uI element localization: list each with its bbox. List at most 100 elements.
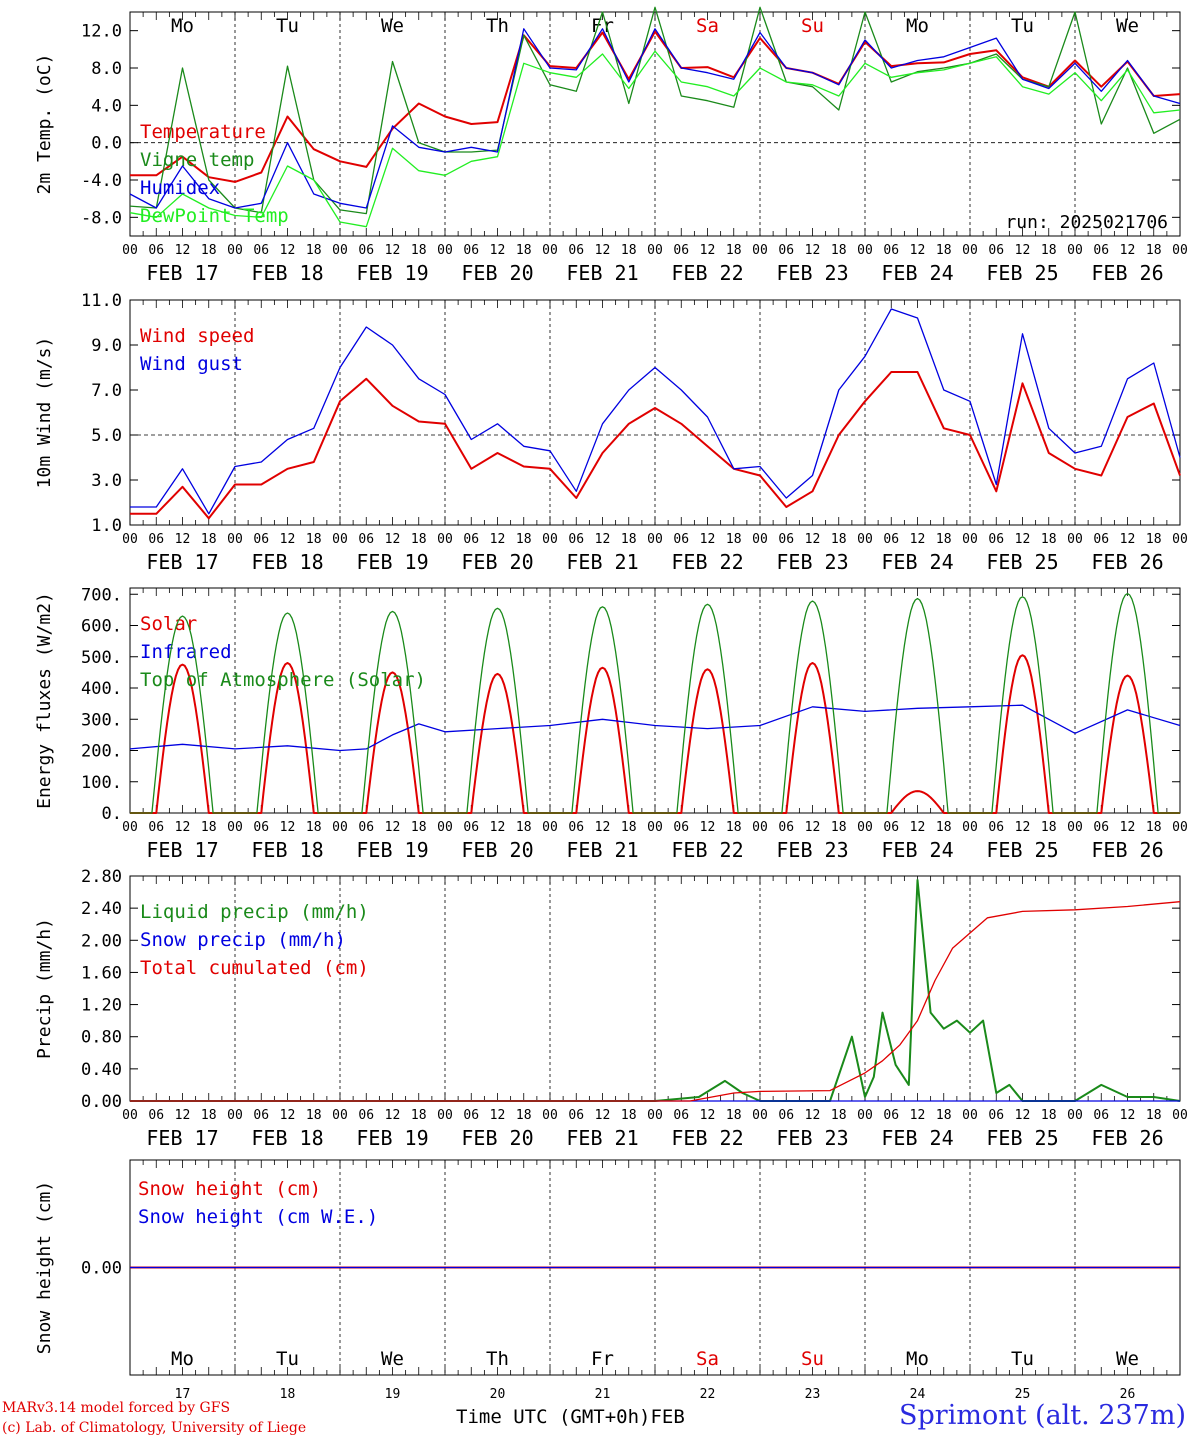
- hour-tick-label: 00: [437, 1108, 453, 1123]
- day-number-label: 22: [700, 1387, 716, 1402]
- day-label: FEB 26: [1091, 838, 1163, 862]
- hour-tick-label: 18: [1041, 1108, 1057, 1123]
- legend-entry: Liquid precip (mm/h): [140, 901, 369, 923]
- y-tick-label: 100.: [81, 773, 122, 793]
- day-label: FEB 23: [776, 550, 848, 574]
- hour-tick-label: 00: [647, 1108, 663, 1123]
- hour-tick-label: 18: [1146, 243, 1162, 258]
- day-label: FEB 26: [1091, 1126, 1163, 1150]
- y-tick-label: 8.0: [91, 59, 122, 79]
- day-number-label: 17: [175, 1387, 191, 1402]
- hour-tick-label: 00: [227, 243, 243, 258]
- hour-tick-label: 06: [148, 532, 164, 547]
- hour-tick-label: 06: [883, 820, 899, 835]
- hour-tick-label: 18: [516, 243, 532, 258]
- weekday-label: Mo: [171, 1348, 194, 1370]
- hour-tick-label: 12: [490, 243, 506, 258]
- series-line: [130, 592, 1180, 814]
- hour-tick-label: 06: [883, 1108, 899, 1123]
- hour-tick-label: 00: [227, 1108, 243, 1123]
- day-label: FEB 20: [461, 1126, 533, 1150]
- hour-tick-label: 00: [122, 820, 138, 835]
- hour-tick-label: 00: [332, 243, 348, 258]
- hour-tick-label: 06: [778, 1108, 794, 1123]
- hour-tick-label: 18: [306, 820, 322, 835]
- hour-tick-label: 12: [490, 820, 506, 835]
- hour-tick-label: 00: [542, 1108, 558, 1123]
- day-label: FEB 25: [986, 550, 1058, 574]
- hour-tick-label: 00: [1172, 820, 1188, 835]
- hour-tick-label: 00: [1172, 243, 1188, 258]
- hour-tick-label: 00: [962, 820, 978, 835]
- hour-tick-label: 18: [831, 243, 847, 258]
- day-label: FEB 21: [566, 838, 638, 862]
- hour-tick-label: 06: [1093, 1108, 1109, 1123]
- weekday-label: Su: [801, 1348, 824, 1370]
- hour-tick-label: 12: [1120, 243, 1136, 258]
- y-tick-label: 2.00: [81, 931, 122, 951]
- weekday-label: Tu: [1011, 15, 1034, 37]
- day-label: FEB 17: [146, 550, 218, 574]
- day-label: FEB 25: [986, 261, 1058, 285]
- hour-tick-label: 06: [988, 820, 1004, 835]
- day-label: FEB 25: [986, 838, 1058, 862]
- hour-tick-label: 00: [542, 532, 558, 547]
- hour-tick-label: 18: [936, 820, 952, 835]
- hour-tick-label: 06: [673, 820, 689, 835]
- y-axis-label: Snow height (cm): [34, 1181, 55, 1354]
- y-axis-label: Precip (mm/h): [34, 918, 55, 1059]
- y-tick-label: 500.: [81, 648, 122, 668]
- hour-tick-label: 06: [358, 820, 374, 835]
- day-label: FEB 24: [881, 261, 953, 285]
- hour-tick-label: 00: [752, 532, 768, 547]
- y-tick-label: 1.60: [81, 963, 122, 983]
- y-tick-label: -8.0: [81, 208, 122, 228]
- hour-tick-label: 12: [595, 820, 611, 835]
- y-tick-label: -4.0: [81, 171, 122, 191]
- day-label: FEB 23: [776, 1126, 848, 1150]
- hour-tick-label: 12: [385, 1108, 401, 1123]
- day-label: FEB 18: [251, 1126, 323, 1150]
- hour-tick-label: 06: [148, 1108, 164, 1123]
- y-tick-label: 11.0: [81, 291, 122, 311]
- panel-3: 700. 600. 500. 400. 300. 200. 100. 0. Energy flu…: [34, 585, 1188, 862]
- x-axis-label: Time UTC (GMT+0h)FEB: [456, 1406, 685, 1428]
- lab-credit: (c) Lab. of Climatology, University of L…: [2, 1420, 307, 1436]
- day-label: FEB 26: [1091, 550, 1163, 574]
- hour-tick-label: 06: [673, 1108, 689, 1123]
- series-line: [129, 50, 1181, 228]
- hour-tick-label: 18: [621, 532, 637, 547]
- hour-tick-label: 12: [385, 820, 401, 835]
- hour-tick-label: 00: [1067, 532, 1083, 547]
- day-label: FEB 24: [881, 838, 953, 862]
- hour-tick-label: 12: [175, 1108, 191, 1123]
- day-label: FEB 23: [776, 261, 848, 285]
- y-tick-label: 12.0: [81, 22, 122, 42]
- y-tick-label: 0.: [102, 804, 122, 824]
- day-label: FEB 17: [146, 1126, 218, 1150]
- series-line: [130, 901, 1181, 1102]
- hour-tick-label: 06: [883, 532, 899, 547]
- hour-tick-label: 00: [332, 532, 348, 547]
- y-tick-label: 0.00: [81, 1092, 122, 1112]
- hour-tick-label: 00: [857, 820, 873, 835]
- day-label: FEB 21: [566, 550, 638, 574]
- day-label: FEB 26: [1091, 261, 1163, 285]
- hour-tick-label: 12: [910, 1108, 926, 1123]
- site-name: Sprimont (alt. 237m): [899, 1400, 1186, 1431]
- hour-tick-label: 18: [936, 1108, 952, 1123]
- y-tick-label: 400.: [81, 679, 122, 699]
- hour-tick-label: 00: [1067, 243, 1083, 258]
- y-axis-label: Energy fluxes (W/m2): [34, 592, 55, 809]
- day-number-label: 26: [1120, 1387, 1136, 1402]
- hour-tick-label: 12: [910, 532, 926, 547]
- y-axis-label: 2m Temp. (oC): [34, 54, 55, 195]
- hour-tick-label: 12: [490, 1108, 506, 1123]
- hour-tick-label: 00: [332, 820, 348, 835]
- y-tick-label: 9.0: [91, 336, 122, 356]
- hour-tick-label: 06: [778, 532, 794, 547]
- legend-entry: Total cumulated (cm): [140, 957, 369, 979]
- hour-tick-label: 06: [148, 820, 164, 835]
- day-label: FEB 17: [146, 261, 218, 285]
- hour-tick-label: 18: [831, 532, 847, 547]
